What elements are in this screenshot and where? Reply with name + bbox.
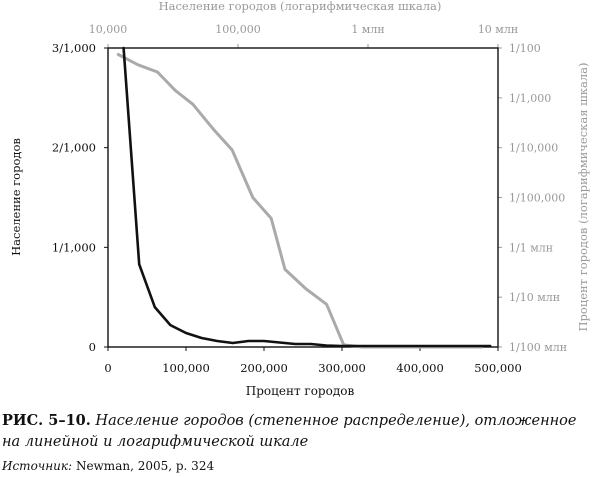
left-tick-label: 1/1,000 [52, 240, 96, 254]
left-axis: Население городов 0 1/1,000 2/1,000 3/1,000 [9, 41, 108, 354]
plot-frame [107, 47, 499, 348]
top-tick-label: 1 млн [351, 23, 384, 36]
bottom-tick-label: 500,000 [474, 361, 522, 375]
top-tick-label: 10,000 [89, 23, 128, 36]
bottom-tick-label: 400,000 [396, 361, 444, 375]
series-line-0 [122, 46, 492, 348]
figure-caption: РИС. 5–10. Население городов (степенное … [2, 410, 587, 453]
top-tick-label: 10 млн [478, 23, 518, 36]
right-tick-label: 1/1 млн [509, 241, 553, 254]
series-layer [116, 46, 492, 349]
left-axis-label: Население городов [9, 138, 23, 256]
left-tick-label: 2/1,000 [52, 141, 96, 155]
right-tick-label: 1/10 млн [509, 291, 560, 304]
bottom-axis: 0 100,000 200,000 300,000 400,000 500,000 Про… [104, 347, 522, 398]
right-tick-label: 1/100 млн [509, 341, 567, 354]
figure-caption-text: Население городов (степенное распределен… [2, 413, 577, 450]
right-tick-label: 1/10,000 [509, 142, 558, 155]
figure-number: РИС. 5–10. [2, 412, 91, 429]
right-axis-label: Процент городов (логарифмическая шкала) [576, 63, 590, 332]
right-axis: 1/100 1/1,000 1/10,000 1/100,000 1/1 млн 1/10… [498, 42, 590, 354]
bottom-axis-label: Процент городов [246, 384, 355, 398]
dual-axis-chart: Население городов (логарифмическая шкала… [9, 0, 590, 398]
top-tick-label: 100,000 [215, 23, 261, 36]
bottom-tick-label: 200,000 [240, 361, 288, 375]
series-line-1 [116, 53, 484, 349]
bottom-tick-label: 0 [104, 361, 111, 375]
right-tick-label: 1/1,000 [509, 92, 551, 105]
top-axis: Население городов (логарифмическая шкала… [89, 0, 518, 48]
left-tick-label: 0 [89, 340, 96, 354]
bottom-tick-label: 100,000 [162, 361, 210, 375]
figure-source: Источник: Newman, 2005, p. 324 [2, 459, 214, 473]
left-tick-label: 3/1,000 [52, 41, 96, 55]
top-axis-label: Население городов (логарифмическая шкала… [159, 0, 442, 13]
source-label: Источник: [2, 459, 73, 473]
right-tick-label: 1/100,000 [509, 192, 565, 205]
bottom-tick-label: 300,000 [318, 361, 366, 375]
right-tick-label: 1/100 [509, 42, 541, 55]
source-text: Newman, 2005, p. 324 [75, 459, 215, 473]
